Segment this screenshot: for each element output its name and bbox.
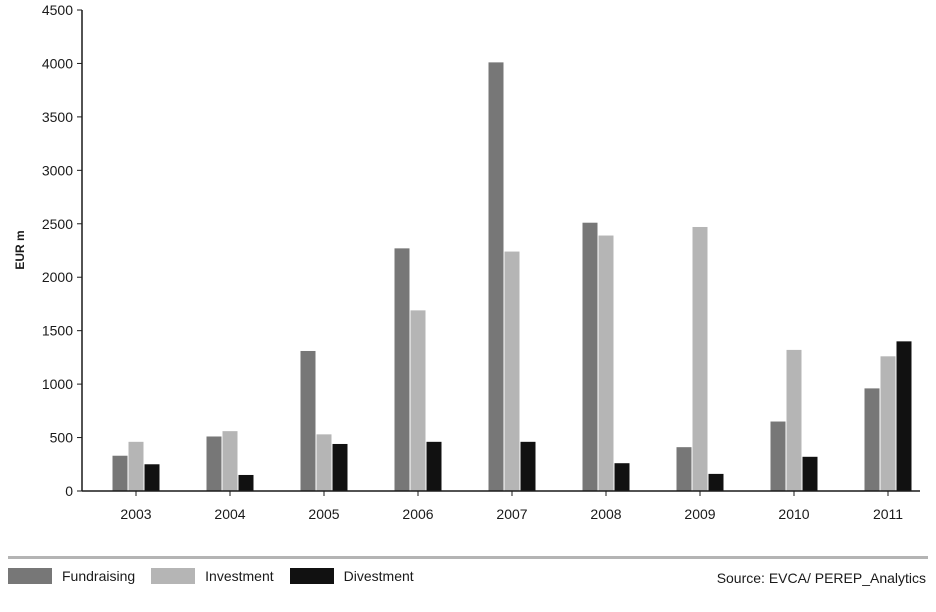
legend-label: Divestment bbox=[343, 568, 414, 584]
x-tick-label: 2009 bbox=[684, 506, 715, 522]
y-axis-label: EUR m bbox=[13, 230, 27, 269]
x-tick-label: 2010 bbox=[778, 506, 809, 522]
bar-divestment-2007 bbox=[520, 441, 536, 491]
y-tick-label: 1000 bbox=[42, 376, 73, 392]
bar-fundraising-2011 bbox=[864, 388, 880, 491]
x-tick-label: 2005 bbox=[308, 506, 339, 522]
bar-investment-2008 bbox=[598, 235, 614, 491]
bar-divestment-2005 bbox=[332, 443, 348, 491]
bar-divestment-2010 bbox=[802, 456, 818, 491]
legend-swatch bbox=[151, 568, 196, 584]
legend-swatch bbox=[8, 568, 52, 584]
bar-investment-2010 bbox=[786, 349, 802, 491]
bar-investment-2004 bbox=[222, 431, 238, 491]
x-tick-label: 2006 bbox=[402, 506, 433, 522]
y-tick-label: 1500 bbox=[42, 323, 73, 339]
y-tick-label: 4500 bbox=[42, 2, 73, 18]
bar-divestment-2008 bbox=[614, 463, 630, 491]
y-tick-label: 2000 bbox=[42, 269, 73, 285]
legend-item-divestment: Divestment bbox=[289, 568, 414, 584]
bar-fundraising-2008 bbox=[582, 222, 598, 491]
bar-fundraising-2005 bbox=[300, 350, 316, 491]
bars-group bbox=[112, 62, 912, 492]
y-tick-label: 2500 bbox=[42, 216, 73, 232]
bar-fundraising-2007 bbox=[488, 62, 504, 492]
bar-investment-2005 bbox=[316, 434, 332, 491]
y-tick-label: 4000 bbox=[42, 55, 73, 71]
legend-label: Fundraising bbox=[62, 568, 136, 584]
bar-chart: 0 500 1000 1500 2000 2500 3000 3500 4000 4500 200… bbox=[13, 2, 920, 522]
bar-fundraising-2004 bbox=[206, 436, 222, 491]
bar-divestment-2009 bbox=[708, 473, 724, 491]
bar-investment-2006 bbox=[410, 310, 426, 491]
bar-investment-2003 bbox=[128, 441, 144, 491]
bar-divestment-2003 bbox=[144, 464, 160, 491]
bar-divestment-2011 bbox=[896, 341, 912, 491]
bar-investment-2009 bbox=[692, 226, 708, 492]
x-tick-label: 2003 bbox=[120, 506, 151, 522]
y-tick-label: 500 bbox=[50, 430, 74, 446]
y-tick-label: 3000 bbox=[42, 162, 73, 178]
bar-investment-2007 bbox=[504, 251, 520, 491]
x-ticks-group: 2003 2004 2005 2006 2007 2008 2009 2010 2011 bbox=[120, 491, 903, 522]
legend-label: Investment bbox=[205, 568, 274, 584]
bar-fundraising-2010 bbox=[770, 421, 786, 491]
bar-divestment-2004 bbox=[238, 474, 254, 491]
y-ticks-group: 0 500 1000 1500 2000 2500 3000 3500 4000 4500 bbox=[42, 2, 82, 499]
x-tick-label: 2008 bbox=[590, 506, 621, 522]
legend-item-fundraising: Fundraising bbox=[8, 568, 135, 584]
bar-fundraising-2006 bbox=[394, 248, 410, 491]
x-tick-label: 2011 bbox=[873, 506, 903, 522]
y-tick-label: 3500 bbox=[42, 109, 73, 125]
x-tick-label: 2004 bbox=[214, 506, 245, 522]
source-note: Source: EVCA/ PEREP_Analytics bbox=[716, 570, 926, 586]
legend-divider bbox=[8, 556, 928, 559]
legend-swatch bbox=[289, 568, 334, 584]
bar-investment-2011 bbox=[880, 356, 896, 491]
x-tick-label: 2007 bbox=[496, 506, 527, 522]
axes-group bbox=[81, 10, 920, 492]
legend-item-investment: Investment bbox=[151, 568, 274, 584]
bar-fundraising-2003 bbox=[112, 455, 128, 491]
bar-divestment-2006 bbox=[426, 441, 442, 491]
y-tick-label: 0 bbox=[65, 483, 73, 499]
legend: Fundraising Investment Divestment bbox=[8, 568, 430, 584]
bar-fundraising-2009 bbox=[676, 447, 692, 491]
